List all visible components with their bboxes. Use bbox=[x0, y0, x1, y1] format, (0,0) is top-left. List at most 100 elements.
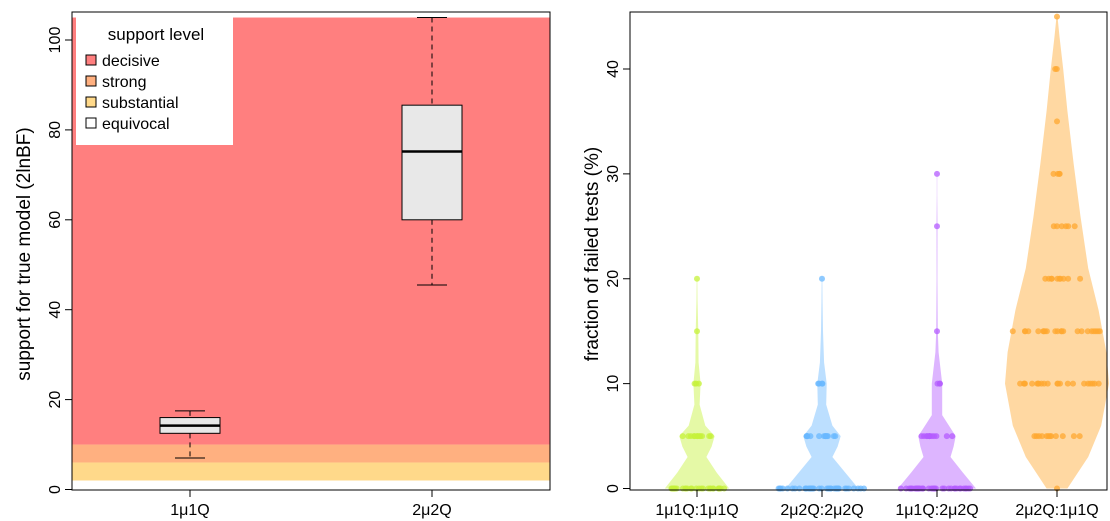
data-point bbox=[914, 485, 920, 492]
right-x-axis: 1μ1Q:1μ1Q 2μ2Q:2μ2Q 1μ1Q:2μ2Q 2μ2Q:1μ1Q bbox=[655, 490, 1099, 519]
data-point bbox=[802, 485, 809, 492]
legend-title: support level bbox=[108, 25, 204, 44]
data-point bbox=[1089, 380, 1096, 387]
x-tick-label-1: 1μ1Q:1μ1Q bbox=[655, 502, 738, 519]
data-point bbox=[1065, 223, 1072, 230]
data-point bbox=[903, 485, 910, 492]
left-y-axis: 0 20 40 60 80 100 bbox=[47, 27, 72, 494]
data-point bbox=[1054, 13, 1060, 20]
data-point bbox=[926, 433, 933, 440]
data-point bbox=[1052, 328, 1059, 335]
data-point bbox=[700, 485, 706, 492]
data-point bbox=[833, 485, 840, 492]
data-point bbox=[1035, 380, 1042, 387]
data-point bbox=[685, 433, 692, 440]
data-point bbox=[830, 433, 837, 440]
data-point bbox=[1076, 433, 1083, 440]
data-point bbox=[934, 380, 941, 387]
data-point bbox=[1078, 328, 1085, 335]
data-point bbox=[1048, 275, 1055, 282]
data-point bbox=[819, 380, 826, 387]
legend: support level decisive strong substantial e… bbox=[76, 16, 233, 145]
data-point bbox=[843, 485, 850, 492]
x-tick-label-1: 1μ1Q bbox=[170, 502, 209, 519]
data-point bbox=[1044, 380, 1051, 387]
y-tick-label-0: 0 bbox=[605, 484, 622, 493]
data-point bbox=[819, 275, 825, 282]
data-point bbox=[1071, 223, 1078, 230]
legend-label-decisive: decisive bbox=[102, 53, 160, 70]
data-point bbox=[1058, 223, 1065, 230]
left-plot-frame bbox=[71, 11, 551, 491]
legend-entries: decisive strong substantial equivocal bbox=[85, 53, 179, 133]
x-tick-label-2: 2μ2Q:2μ2Q bbox=[780, 502, 863, 519]
legend-label-strong: strong bbox=[102, 74, 146, 91]
data-point bbox=[1052, 433, 1059, 440]
data-point bbox=[1009, 328, 1016, 335]
y-tick-label-10: 10 bbox=[605, 375, 622, 393]
data-point bbox=[1035, 328, 1042, 335]
box-2 bbox=[401, 17, 463, 286]
data-point bbox=[957, 485, 964, 492]
data-point bbox=[1054, 380, 1061, 387]
data-point bbox=[1070, 380, 1076, 387]
box-iqr bbox=[401, 104, 463, 221]
data-point bbox=[810, 485, 817, 492]
y-tick-label-20: 20 bbox=[47, 391, 64, 409]
data-point bbox=[694, 328, 700, 335]
data-point bbox=[710, 485, 717, 492]
band-equivocal bbox=[72, 480, 550, 490]
data-point bbox=[1081, 380, 1088, 387]
data-point bbox=[943, 433, 950, 440]
box-1 bbox=[159, 410, 221, 459]
legend-swatch-strong bbox=[85, 75, 97, 87]
data-point bbox=[1064, 380, 1071, 387]
data-point bbox=[1056, 275, 1063, 282]
data-point bbox=[1056, 170, 1063, 177]
data-point bbox=[1052, 66, 1059, 72]
data-point bbox=[1042, 275, 1049, 282]
box-plots bbox=[159, 17, 463, 459]
data-point bbox=[1090, 328, 1097, 335]
data-point bbox=[1065, 275, 1072, 282]
data-point bbox=[1054, 118, 1060, 125]
data-point bbox=[1047, 433, 1053, 440]
data-point bbox=[803, 433, 810, 440]
right-y-axis-label: fraction of failed tests (%) bbox=[582, 147, 603, 361]
data-point bbox=[1060, 275, 1067, 282]
data-point bbox=[694, 275, 700, 282]
y-tick-label-100: 100 bbox=[47, 27, 64, 54]
data-point bbox=[1077, 275, 1084, 282]
data-point bbox=[949, 433, 956, 440]
data-point bbox=[918, 433, 925, 440]
data-point bbox=[716, 485, 723, 492]
data-point bbox=[861, 485, 867, 492]
data-point bbox=[679, 433, 686, 440]
violins bbox=[664, 16, 1109, 489]
data-point bbox=[816, 433, 823, 440]
data-point bbox=[967, 485, 974, 492]
legend-label-substantial: substantial bbox=[102, 95, 179, 112]
data-point bbox=[1060, 328, 1067, 335]
data-point bbox=[897, 485, 904, 492]
data-point bbox=[1050, 170, 1057, 177]
y-tick-label-60: 60 bbox=[47, 211, 64, 229]
y-tick-label-40: 40 bbox=[605, 60, 622, 78]
legend-box bbox=[76, 16, 233, 145]
y-tick-label-80: 80 bbox=[47, 121, 64, 139]
y-tick-label-30: 30 bbox=[605, 165, 622, 183]
data-point bbox=[931, 433, 937, 440]
data-point bbox=[934, 328, 940, 335]
data-point bbox=[1022, 328, 1028, 335]
points-3 bbox=[897, 170, 974, 492]
data-point bbox=[934, 223, 940, 230]
left-box-plot-panel: 0 20 40 60 80 100 1μ1Q 2μ2Q support for true m… bbox=[14, 11, 551, 519]
data-point bbox=[670, 485, 677, 492]
y-tick-label-40: 40 bbox=[47, 301, 64, 319]
data-point bbox=[934, 170, 940, 177]
data-point bbox=[796, 485, 803, 492]
x-tick-label-2: 2μ2Q bbox=[412, 502, 451, 519]
band-strong bbox=[72, 444, 550, 463]
x-tick-label-3: 1μ1Q:2μ2Q bbox=[895, 502, 978, 519]
